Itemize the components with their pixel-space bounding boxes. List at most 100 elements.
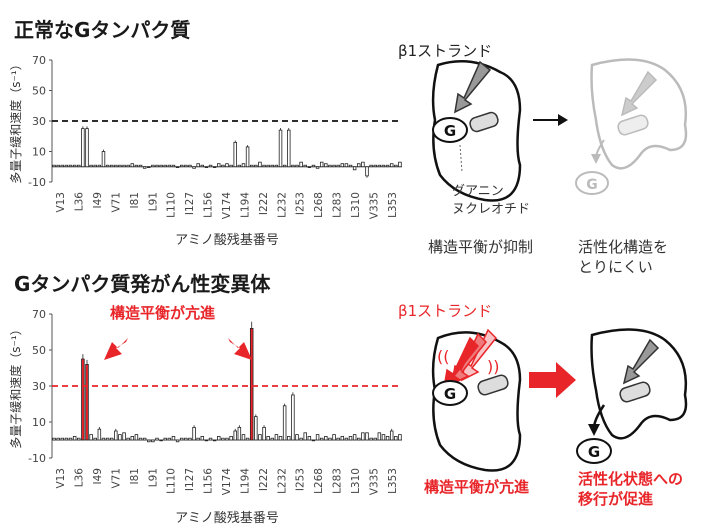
x-tick-label: L194: [239, 192, 251, 218]
bar: [118, 434, 122, 441]
bar: [184, 437, 188, 441]
bar: [254, 416, 258, 441]
bar: [328, 164, 332, 168]
y-tick-label: 10: [32, 146, 46, 159]
x-tick-label: V335: [368, 468, 380, 495]
bar: [109, 164, 114, 168]
chart2-arrow-left: [104, 338, 128, 360]
bar: [262, 164, 266, 168]
bar: [200, 435, 205, 441]
x-tick-label: L268: [313, 192, 325, 218]
svg-text:((: ((: [437, 347, 449, 366]
x-tick-label: L91: [147, 468, 159, 487]
chart-normal: -10 10 30 50 70 V13 L36 I49 V71 I81 L91 L110 I127 L15…: [8, 54, 402, 248]
bar: [237, 164, 242, 168]
bar: [278, 435, 283, 441]
bar: [200, 164, 205, 168]
y-tick-label: 70: [32, 308, 46, 321]
y-tick-label: -10: [28, 452, 46, 465]
x-tick-label: I81: [129, 192, 141, 208]
bar: [93, 437, 97, 441]
bar: [122, 164, 126, 168]
x-tick-label: I81: [129, 468, 141, 484]
bar: [171, 435, 176, 441]
bar: [155, 437, 159, 441]
bar: [97, 164, 102, 168]
bar: [307, 166, 312, 168]
bar: [171, 164, 176, 168]
bar: [258, 161, 262, 168]
normal-helix-cylinder: [469, 111, 499, 133]
bar: [299, 437, 303, 441]
x-tick-label: L110: [166, 192, 178, 218]
normal-caption-right-2: とりにくい: [578, 258, 653, 276]
bar: [324, 435, 328, 441]
svg-text:)): )): [487, 357, 499, 376]
bar: [52, 164, 56, 168]
bar: [389, 163, 394, 168]
x-tick-label: L353: [387, 192, 399, 218]
mutant-caption-right-2: 移行が促進: [578, 490, 654, 508]
bar: [377, 164, 382, 168]
bar: [319, 161, 324, 168]
y-tick-label: 30: [32, 380, 46, 393]
mutant-helix-cylinder: [477, 374, 509, 396]
bar: [249, 164, 254, 168]
x-tick-label: L283: [332, 192, 344, 218]
bar: [188, 437, 192, 441]
x-tick-label: I49: [92, 468, 104, 484]
bar: [118, 164, 122, 168]
bar: [369, 164, 373, 168]
bar: [398, 161, 402, 168]
bar: [266, 435, 270, 441]
bar: [130, 435, 135, 441]
mutant-active-diagram: G: [576, 328, 688, 464]
bar: [328, 437, 332, 441]
x-tick-label: L310: [350, 192, 362, 218]
bar: [105, 437, 110, 441]
x-tick-label: L156: [203, 192, 215, 218]
bar: [130, 163, 135, 168]
bar: [196, 437, 200, 441]
bar: [138, 164, 143, 168]
bar: [56, 437, 60, 441]
x-tick-label: L283: [332, 468, 344, 494]
bar: [229, 164, 233, 168]
bar: [221, 164, 225, 168]
bar: [229, 435, 233, 441]
bar: [212, 439, 217, 442]
x-tick-label: I222: [258, 468, 270, 491]
x-tick-label: V174: [221, 468, 233, 496]
bar: [122, 432, 126, 441]
bar: [270, 437, 275, 441]
bar: [134, 164, 139, 168]
normal-active-diagram: G: [575, 58, 688, 195]
bar: [241, 163, 246, 168]
bar: [344, 437, 349, 441]
bar: [208, 164, 213, 168]
bar: [163, 437, 167, 441]
bar: [348, 435, 353, 441]
chart2-arrows: [104, 338, 252, 360]
bar: [361, 432, 365, 441]
bar: [159, 164, 163, 168]
x-tick-label: V13: [55, 468, 67, 489]
bar: [282, 164, 287, 168]
bar: [77, 437, 81, 441]
x-tick-label: V335: [368, 192, 380, 219]
bar: [270, 164, 275, 168]
bar: [385, 164, 390, 168]
bar: [274, 434, 279, 441]
bar: [109, 437, 114, 441]
mutant-protein-diagram: (( )) G: [431, 328, 522, 472]
bar: [60, 437, 65, 441]
bar: [319, 437, 324, 441]
bar: [373, 437, 377, 441]
bar: [64, 164, 69, 168]
mutant-transition-arrow: [529, 362, 576, 398]
y-axis-label: 多量子緩和速度（s⁻¹）: [8, 58, 23, 183]
bar: [151, 164, 155, 168]
y-axis-label: 多量子緩和速度（s⁻¹）: [8, 323, 23, 448]
bar: [311, 439, 316, 442]
